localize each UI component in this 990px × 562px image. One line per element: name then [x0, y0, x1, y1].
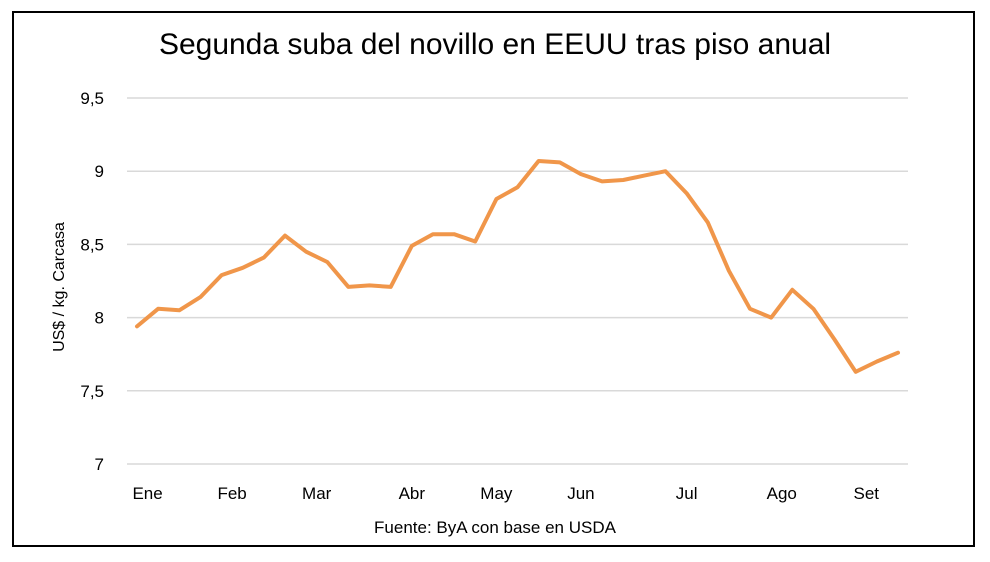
- x-tick-label: Feb: [217, 484, 246, 503]
- x-tick-label: May: [480, 484, 513, 503]
- y-tick-label: 7,5: [80, 382, 104, 401]
- gridlines: [127, 97, 908, 465]
- series-line-0: [135, 159, 900, 374]
- y-tick-label: 7: [95, 455, 104, 474]
- x-tick-label: Mar: [302, 484, 332, 503]
- y-tick-label: 9: [95, 162, 104, 181]
- chart-source: Fuente: ByA con base en USDA: [374, 518, 616, 537]
- series-lines: [135, 159, 900, 374]
- x-tick-label: Ene: [132, 484, 162, 503]
- y-tick-labels: 7 7,5 8 8,5 9 9,5: [80, 89, 104, 474]
- x-tick-label: Set: [854, 484, 880, 503]
- chart-frame: [12, 11, 975, 547]
- x-tick-label: Abr: [399, 484, 426, 503]
- x-tick-label: Jul: [676, 484, 698, 503]
- y-tick-label: 9,5: [80, 89, 104, 108]
- y-tick-label: 8,5: [80, 235, 104, 254]
- x-tick-label: Ago: [767, 484, 797, 503]
- x-tick-labels: Ene Feb Mar Abr May Jun Jul Ago Set: [132, 484, 879, 503]
- x-tick-label: Jun: [567, 484, 594, 503]
- y-tick-label: 8: [95, 309, 104, 328]
- chart-title: Segunda suba del novillo en EEUU tras pi…: [158, 28, 832, 61]
